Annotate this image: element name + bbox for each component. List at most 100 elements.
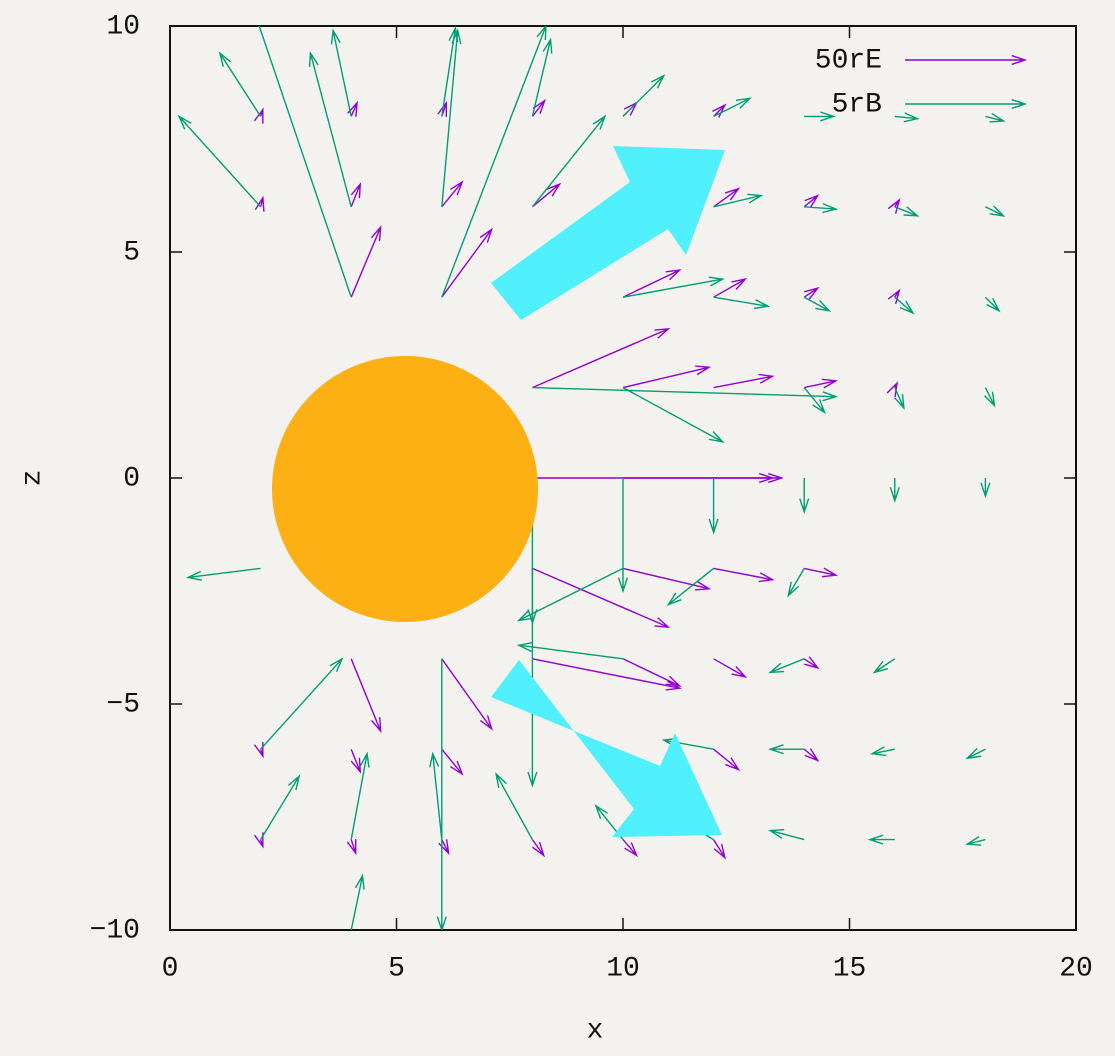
vector-arrow [532, 659, 679, 690]
vector-arrow [188, 568, 260, 580]
vector-arrow [714, 297, 768, 308]
vector-arrow [872, 747, 895, 756]
vector-arrow [179, 116, 261, 206]
vector-arrow [261, 776, 300, 839]
vector-arrow [532, 184, 559, 207]
x-axis-label: x [587, 1015, 604, 1046]
vector-arrow [714, 568, 773, 581]
vector-arrow [351, 227, 380, 297]
legend-label: 50rE [815, 45, 882, 76]
vector-arrow [985, 113, 1003, 122]
vector-arrow [532, 568, 668, 627]
sun-overlay [272, 356, 538, 622]
vector-arrow [967, 837, 985, 846]
vector-arrow [870, 835, 895, 844]
vector-arrow [254, 832, 262, 846]
vector-arrow [619, 478, 628, 591]
vector-arrow [804, 297, 829, 311]
vector-arrow [874, 659, 894, 673]
vector-arrow [985, 297, 999, 311]
vector-arrow [804, 196, 818, 208]
legend-arrow [905, 56, 1025, 65]
vector-arrow [351, 659, 380, 731]
vector-arrow [804, 657, 818, 668]
vector-arrow [254, 110, 262, 124]
vector-arrow [430, 754, 442, 840]
vector-arrow [442, 749, 462, 774]
vector-arrow [623, 388, 723, 442]
vector-arrow [442, 659, 492, 729]
vector-arrow [623, 568, 709, 590]
vector-arrow [981, 478, 990, 496]
vector-arrow [788, 568, 804, 595]
vector-arrow [623, 76, 664, 117]
vector-arrow [714, 840, 725, 858]
vector-arrow [895, 207, 918, 216]
vector-arrow [261, 659, 343, 749]
vector-arrow [532, 116, 604, 206]
vector-arrow [709, 478, 718, 532]
vector-arrow [714, 749, 739, 769]
vector-arrow [351, 876, 364, 930]
y-tick-label: 10 [106, 11, 140, 42]
x-tick-label: 20 [1059, 953, 1093, 984]
outflow-arrow [491, 660, 722, 837]
vector-arrow [532, 840, 543, 856]
vector-arrow [800, 478, 809, 512]
vector-arrow [623, 840, 637, 856]
vector-arrow [623, 277, 723, 297]
vector-arrow [804, 568, 836, 577]
legend-label: 5rB [832, 89, 882, 120]
x-tick-label: 5 [388, 953, 405, 984]
vector-arrow [442, 229, 492, 297]
vector-arrow [310, 53, 352, 207]
vector-arrow [804, 112, 833, 121]
vector-arrow [668, 568, 713, 604]
x-tick-label: 0 [162, 953, 179, 984]
y-tick-label: −5 [106, 689, 140, 720]
vector-arrow [967, 748, 985, 758]
vector-arrow [351, 749, 360, 772]
vector-arrow [770, 659, 804, 673]
vector-arrow [532, 388, 836, 401]
vector-arrow [888, 290, 899, 303]
vector-arrow [804, 749, 818, 761]
chart: x z 0 5 10 15 20 −10 −5 0 5 10 50rE 5rB [0, 0, 1115, 1056]
vector-arrow [888, 200, 899, 213]
vector-arrow [770, 745, 804, 754]
vector-arrow [519, 643, 623, 659]
vector-arrow [332, 31, 352, 117]
legend-arrow [905, 100, 1025, 109]
vector-arrow [895, 113, 918, 122]
vector-arrow [442, 182, 462, 207]
vector-arrow [437, 659, 446, 930]
vector-arrow [985, 206, 1003, 216]
vector-arrow [804, 379, 836, 388]
vector-arrow [623, 474, 772, 483]
x-tick-label: 15 [833, 953, 867, 984]
vector-arrow [519, 568, 623, 620]
vector-arrow [220, 53, 261, 116]
vector-arrow [532, 329, 668, 388]
vector-arrow [714, 374, 773, 387]
vector-arrow [804, 388, 824, 413]
vector-arrow [714, 659, 746, 677]
vector-arrow [623, 366, 709, 388]
vector-arrow [895, 297, 913, 313]
vector-arrow [623, 270, 680, 297]
y-tick-label: 5 [123, 237, 140, 268]
vector-arrow [804, 204, 836, 213]
vector-arrow [347, 839, 355, 853]
vector-arrow [496, 774, 532, 840]
vector-arrow [770, 830, 804, 840]
vector-arrow [894, 388, 903, 408]
y-axis-label: z [17, 470, 48, 487]
outflow-arrow [491, 146, 725, 320]
y-tick-label: −10 [90, 915, 140, 946]
x-tick-label: 10 [606, 953, 640, 984]
vector-arrow [351, 184, 360, 207]
vector-arrow [439, 839, 449, 853]
page: x z 05101520−10−5051050rE5rB (() => { co… [0, 0, 1115, 1056]
vector-arrow [890, 478, 899, 501]
y-tick-label: 0 [123, 463, 140, 494]
